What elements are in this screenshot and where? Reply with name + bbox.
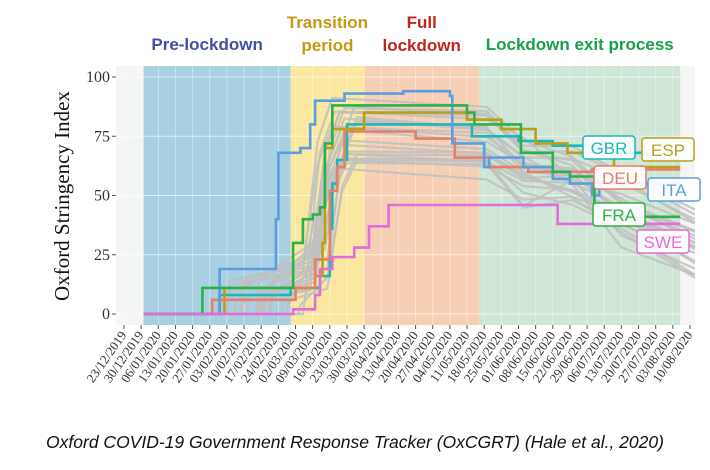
country-label-box — [592, 202, 646, 227]
series-line-deu — [143, 130, 681, 316]
background-country-line — [143, 120, 696, 316]
phase-label: period — [301, 36, 353, 55]
series-line-fra — [143, 104, 681, 316]
country-label-box — [593, 165, 647, 190]
chart-caption: Oxford COVID-19 Government Response Trac… — [46, 432, 664, 452]
phase-labels: Pre-lockdown Transition period Full lockdown… — [151, 13, 673, 55]
country-label-esp: ESP — [641, 137, 695, 162]
grid-lines — [116, 66, 695, 325]
country-label-gbr: GBR — [582, 135, 636, 160]
country-label-text: FRA — [602, 206, 637, 225]
background-country-line — [143, 117, 696, 316]
country-label-box — [641, 137, 695, 162]
y-tick-label: 100 — [86, 69, 110, 86]
country-label-box — [636, 229, 690, 254]
y-tick-label: 0 — [102, 306, 110, 323]
phase-label: Lockdown exit process — [486, 35, 674, 54]
series-line-ita — [143, 89, 681, 316]
country-label-fra: FRA — [592, 202, 646, 227]
background-country-line — [143, 115, 696, 316]
country-label-box — [647, 177, 701, 202]
country-label-ita: ITA — [647, 177, 701, 202]
country-label-box — [582, 135, 636, 160]
y-tick-label: 25 — [94, 247, 110, 264]
background-country-line — [143, 150, 696, 316]
phase-label: Pre-lockdown — [151, 35, 262, 54]
series-line-swe — [143, 203, 681, 316]
y-tick-label: 50 — [94, 188, 110, 205]
country-label-swe: SWE — [636, 229, 690, 254]
phase-label: Transition — [287, 13, 368, 32]
axes: 025507510023/12/201930/12/201906/01/2020… — [83, 69, 695, 385]
background-country-line — [143, 110, 696, 316]
highlighted-country-lines — [143, 89, 681, 316]
phase-label: lockdown — [382, 36, 460, 55]
country-label-text: DEU — [602, 169, 638, 188]
country-label-text: SWE — [644, 233, 683, 252]
y-axis-label: Oxford Stringency Index — [50, 91, 74, 301]
country-label-text: ESP — [651, 141, 685, 160]
country-labels: GBR ESP DEU ITA FRA SWE — [582, 135, 701, 254]
country-label-text: GBR — [591, 139, 628, 158]
country-label-text: ITA — [661, 181, 687, 200]
country-label-deu: DEU — [593, 165, 647, 190]
phase-label: Full — [407, 13, 437, 32]
y-tick-label: 75 — [94, 128, 110, 145]
